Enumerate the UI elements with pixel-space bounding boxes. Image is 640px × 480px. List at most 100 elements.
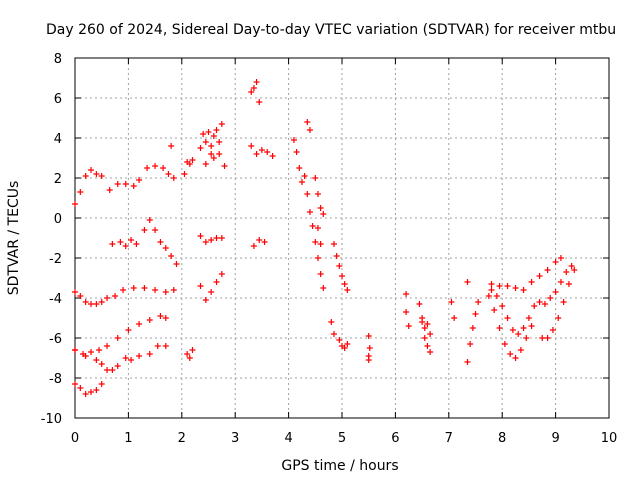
data-point <box>205 129 212 135</box>
data-point <box>339 273 345 279</box>
data-point <box>122 243 129 249</box>
data-point <box>104 367 111 373</box>
data-point <box>493 293 500 299</box>
series-arc-24 <box>416 301 434 355</box>
data-point <box>104 295 111 301</box>
data-point <box>162 245 169 251</box>
data-point <box>488 287 495 293</box>
data-point <box>122 181 129 187</box>
data-point <box>520 325 527 331</box>
series-arc-7 <box>72 381 105 397</box>
data-point <box>125 327 132 333</box>
series-arc-3 <box>109 217 180 267</box>
data-point <box>488 281 495 287</box>
data-point <box>485 293 492 299</box>
series-arc-25 <box>419 315 434 337</box>
data-point <box>98 173 105 179</box>
y-axis-label: SDTVAR / TECUs <box>6 181 22 296</box>
x-tick-label: 8 <box>498 431 506 446</box>
data-point <box>114 363 121 369</box>
data-point <box>168 143 175 149</box>
data-point <box>208 289 215 295</box>
data-point <box>341 345 348 351</box>
data-point <box>547 295 554 301</box>
data-point <box>314 225 321 231</box>
data-point <box>330 241 337 247</box>
data-point <box>152 287 159 293</box>
data-point <box>256 99 263 105</box>
series-arc-21 <box>328 319 337 337</box>
data-point <box>117 239 124 245</box>
data-point <box>82 173 89 179</box>
data-point <box>170 175 177 181</box>
series-arc-14 <box>248 143 276 159</box>
data-point <box>253 79 260 85</box>
data-point <box>317 205 324 211</box>
data-point <box>314 255 321 261</box>
data-point <box>186 355 193 361</box>
data-point <box>88 167 95 173</box>
data-point <box>531 303 538 309</box>
data-point <box>405 323 412 329</box>
x-tick-label: 1 <box>124 431 132 446</box>
data-point <box>317 271 324 277</box>
x-tick-label: 3 <box>231 431 239 446</box>
data-point <box>157 239 164 245</box>
x-tick-label: 2 <box>178 431 186 446</box>
data-point <box>106 187 113 193</box>
data-point <box>552 259 559 265</box>
data-point <box>93 301 100 307</box>
data-point <box>208 237 215 243</box>
data-point <box>114 335 121 341</box>
data-point <box>258 147 265 153</box>
series-arc-26 <box>448 299 458 321</box>
data-point <box>98 381 105 387</box>
data-point <box>565 281 572 287</box>
data-point <box>152 163 159 169</box>
data-point <box>544 267 551 273</box>
y-tick-label: 6 <box>54 92 62 107</box>
data-point <box>336 263 343 269</box>
data-point <box>130 183 137 189</box>
y-tick-label: -4 <box>49 292 62 307</box>
data-point <box>421 335 428 341</box>
data-point <box>309 223 316 229</box>
data-point <box>213 235 220 241</box>
data-point <box>306 209 313 215</box>
data-point <box>571 267 578 273</box>
data-point <box>296 165 303 171</box>
data-point <box>200 131 207 137</box>
data-point <box>320 285 327 291</box>
data-point <box>317 241 324 247</box>
data-point <box>96 347 103 353</box>
data-point <box>264 149 271 155</box>
x-tick-label: 7 <box>445 431 453 446</box>
data-point <box>189 157 196 163</box>
data-point <box>312 175 319 181</box>
data-point <box>499 303 506 309</box>
data-point <box>555 315 562 321</box>
data-point <box>312 239 319 245</box>
data-point <box>202 139 209 145</box>
data-point <box>290 137 297 143</box>
data-point <box>525 315 532 321</box>
data-point <box>330 331 337 337</box>
data-point <box>448 299 455 305</box>
series-arc-18 <box>312 175 327 247</box>
data-point <box>136 177 143 183</box>
data-point <box>181 171 188 177</box>
data-point <box>104 343 111 349</box>
data-point <box>301 173 308 179</box>
series-arc-12 <box>197 121 228 169</box>
data-point <box>146 351 153 357</box>
data-point <box>197 233 204 239</box>
data-point <box>128 357 135 363</box>
series-arc-9 <box>184 347 196 361</box>
data-point <box>162 315 169 321</box>
data-point <box>141 227 148 233</box>
data-point <box>469 325 476 331</box>
data-point <box>496 283 503 289</box>
series-arc-31 <box>485 293 535 361</box>
series-arc-15 <box>250 237 268 249</box>
data-point <box>218 271 225 277</box>
